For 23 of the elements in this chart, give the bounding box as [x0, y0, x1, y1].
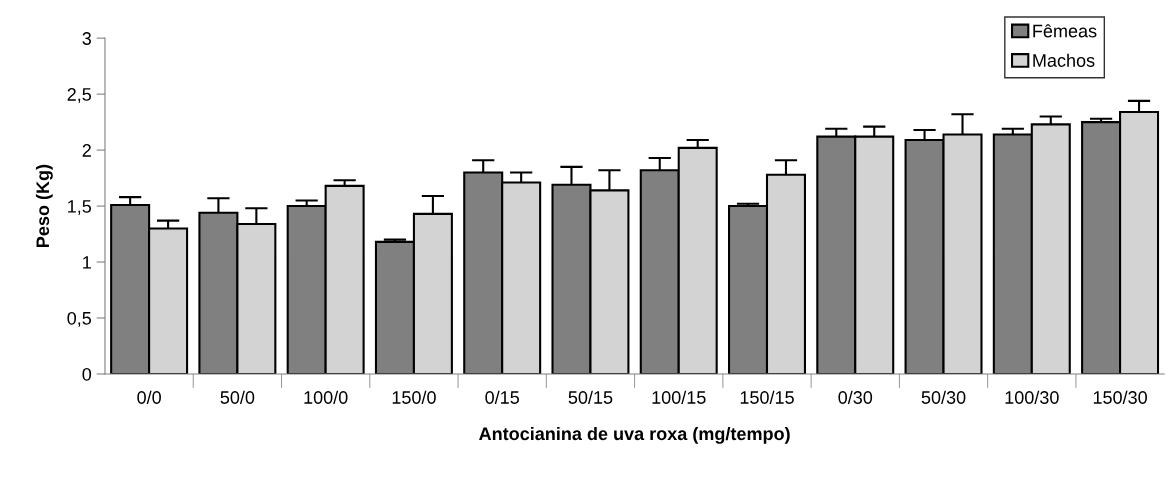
x-tick-label: 100/30 [1005, 390, 1059, 404]
x-tick-label: 0/0 [137, 390, 161, 404]
y-tick-label: 1,5 [68, 200, 92, 215]
y-tick-label: 2,5 [67, 88, 92, 103]
x-tick-label: 150/0 [392, 390, 436, 404]
x-tick-label: 50/30 [921, 390, 966, 404]
x-axis-title: Antocianina de uva roxa (mg/tempo) [479, 426, 790, 444]
x-tick-label: 100/0 [304, 390, 348, 404]
y-tick-label: 3 [82, 32, 91, 45]
legend-label: Fêmeas [1033, 24, 1097, 38]
y-tick-label: 1 [83, 256, 91, 269]
x-tick-label: 0/15 [485, 390, 520, 404]
x-tick-label: 150/15 [740, 390, 794, 404]
y-axis-title: Peso (Kg) [35, 164, 53, 247]
x-tick-label: 50/0 [220, 390, 255, 404]
y-tick-label: 0,5 [67, 311, 92, 327]
y-tick-label: 0 [82, 367, 92, 381]
x-tick-label: 0/30 [838, 390, 873, 404]
legend-label: Machos [1033, 53, 1095, 67]
x-tick-label: 50/15 [568, 390, 613, 404]
x-tick-label: 100/15 [652, 390, 706, 404]
y-tick-label: 2 [82, 144, 91, 157]
x-tick-label: 150/30 [1093, 390, 1147, 404]
